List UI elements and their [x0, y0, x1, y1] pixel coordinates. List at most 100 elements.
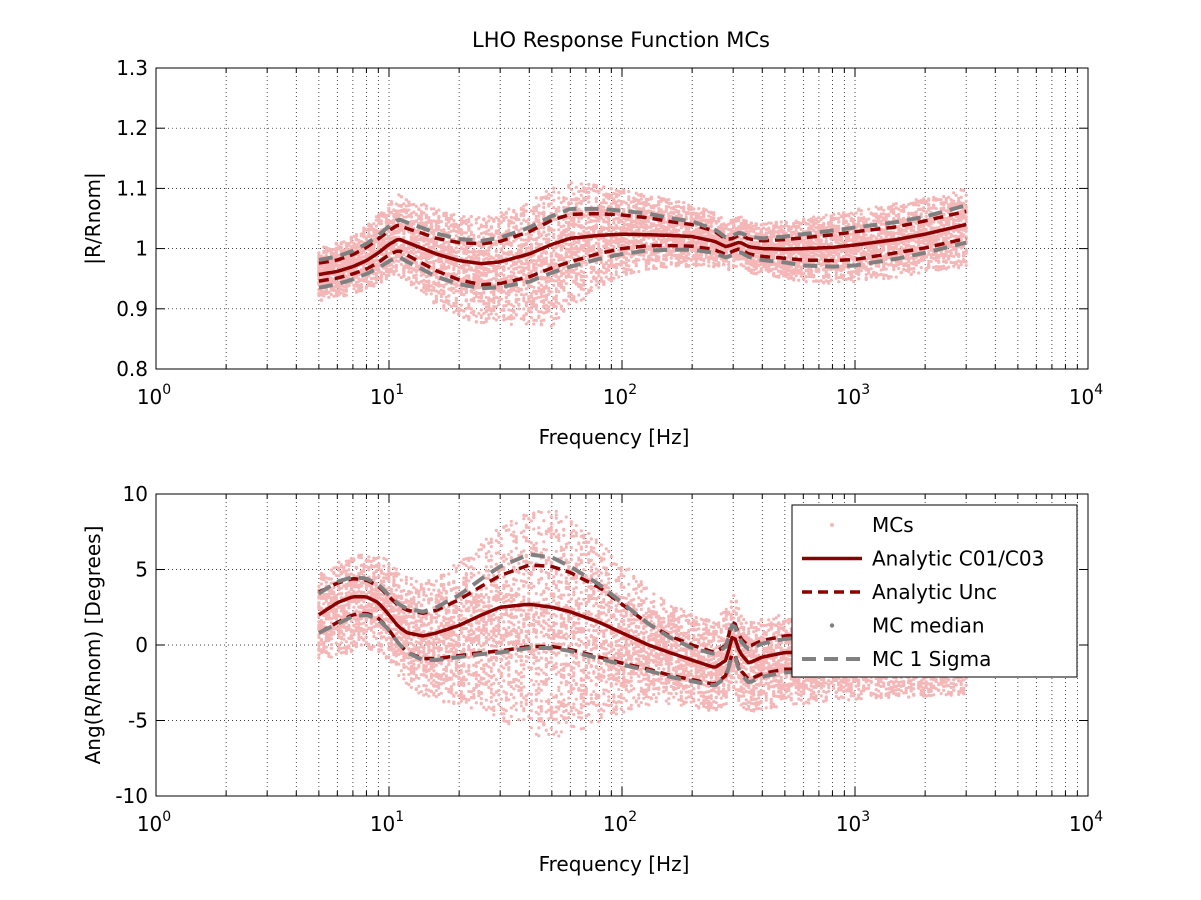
mc-point — [642, 253, 646, 258]
mc-point — [452, 218, 456, 223]
mc-point — [414, 286, 418, 290]
mc-point — [354, 243, 358, 247]
mc-point — [569, 242, 573, 247]
mc-point — [709, 224, 713, 228]
mc-point — [417, 233, 421, 238]
mc-point — [467, 255, 471, 259]
mc-point — [409, 231, 413, 235]
mc-point — [429, 246, 433, 250]
mc-point — [507, 299, 511, 303]
mc-point — [332, 260, 336, 264]
mc-point — [379, 222, 383, 226]
mc-point — [422, 282, 426, 286]
mc-point — [489, 225, 493, 229]
mc-point — [444, 282, 448, 286]
mc-point — [334, 282, 338, 287]
mc-point — [359, 287, 363, 292]
mc-point — [414, 238, 418, 243]
mc-point — [472, 296, 476, 300]
mc-point — [709, 221, 713, 225]
mc-point — [472, 277, 476, 281]
mc-point — [502, 251, 506, 256]
mc-point — [354, 232, 358, 237]
mc-point — [544, 280, 548, 284]
mc-point — [502, 264, 506, 269]
mc-point — [357, 287, 361, 291]
mc-point — [457, 227, 461, 231]
mc-point — [612, 244, 616, 249]
mc-point — [459, 218, 463, 222]
mc-point — [547, 276, 551, 280]
mc-point — [462, 280, 466, 284]
mc-point — [417, 214, 421, 218]
mc-point — [567, 269, 571, 273]
mc-point — [507, 316, 511, 321]
mc-point — [492, 233, 496, 237]
mc-point — [479, 242, 483, 246]
mc-point — [569, 212, 573, 216]
mc-point — [587, 240, 591, 244]
mc-point — [534, 262, 538, 266]
mc-point — [402, 264, 406, 269]
mc-point — [384, 237, 388, 241]
mc-point — [419, 217, 423, 221]
mc-point — [532, 299, 536, 304]
mc-point — [349, 258, 353, 262]
mc-point — [519, 221, 523, 226]
mc-point — [317, 294, 321, 298]
mc-point — [577, 224, 581, 228]
mc-point — [477, 227, 481, 231]
mc-point — [464, 289, 468, 293]
mc-point — [522, 204, 526, 208]
mc-point — [322, 249, 326, 253]
mc-point — [487, 296, 491, 300]
mc-point — [509, 303, 513, 307]
mc-point — [577, 208, 581, 212]
mc-point — [519, 207, 523, 212]
mc-point — [517, 297, 521, 302]
mc-point — [547, 196, 551, 200]
mc-point — [439, 294, 443, 299]
mc-point — [519, 261, 523, 266]
mc-point — [454, 234, 458, 238]
mc-point — [487, 316, 491, 320]
mc-point — [517, 270, 521, 274]
mc-point — [522, 266, 526, 270]
mc-point — [384, 269, 388, 274]
mc-point — [507, 207, 511, 211]
mc-point — [577, 293, 581, 297]
mc-point — [374, 218, 378, 222]
mc-point — [509, 313, 513, 318]
mc-point — [329, 279, 333, 283]
mc-point — [449, 229, 453, 233]
mc-point — [517, 258, 521, 263]
mc-point — [544, 303, 548, 307]
mc-point — [402, 274, 406, 278]
mc-point — [414, 269, 418, 273]
mc-point — [374, 228, 378, 232]
mc-point — [562, 228, 566, 233]
mc-point — [594, 196, 598, 200]
mc-point — [552, 262, 556, 266]
mc-point — [482, 302, 486, 306]
mc-point — [349, 239, 353, 243]
mc-point — [339, 284, 343, 288]
mc-point — [417, 207, 421, 212]
mc-point — [557, 277, 561, 282]
mc-point — [487, 248, 491, 252]
mc-point — [609, 272, 613, 276]
mc-point — [607, 268, 611, 272]
mc-point — [367, 248, 371, 252]
mc-point — [637, 258, 641, 262]
mc-point — [549, 302, 553, 306]
mc-point — [319, 268, 323, 272]
mc-point — [499, 272, 503, 276]
mc-point — [469, 256, 473, 260]
mc-point — [392, 256, 396, 260]
mc-point — [584, 292, 588, 296]
mc-point — [539, 322, 543, 326]
mc-point — [482, 266, 486, 270]
mc-point — [452, 286, 456, 291]
mc-point — [464, 231, 468, 235]
